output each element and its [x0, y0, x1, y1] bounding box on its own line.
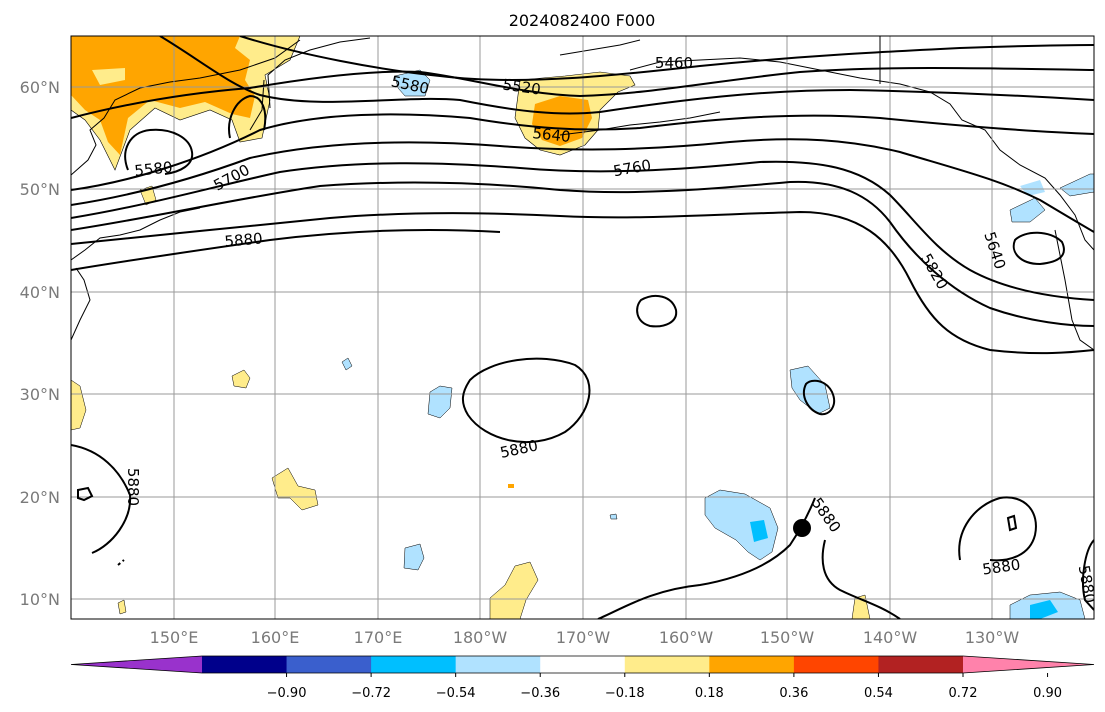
height-contours — [71, 36, 1094, 619]
contour-label: 5880 — [124, 468, 142, 506]
lat-label: 50°N — [20, 180, 60, 199]
contour-label: 5640 — [532, 124, 572, 146]
lon-label: 130°W — [965, 628, 1020, 647]
lat-label: 30°N — [20, 385, 60, 404]
colorbar-bin — [286, 656, 372, 673]
lon-label: 160°W — [659, 628, 714, 647]
colorbar-outline — [70, 655, 1095, 674]
lon-label: 150°E — [150, 628, 199, 647]
contour-label: 5580 — [134, 158, 174, 180]
map-title: 2024082400 F000 — [509, 11, 656, 30]
map-frame — [70, 35, 1095, 620]
colorbar-tick-label: 0.90 — [1033, 686, 1062, 701]
colorbar-tick-label: −0.72 — [351, 686, 391, 701]
colorbar-tick-label: −0.36 — [520, 686, 560, 701]
colorbar-extend-high — [963, 656, 1094, 673]
storm-center-marker — [793, 519, 811, 537]
colorbar-bin — [624, 656, 710, 673]
contour-label: 5460 — [655, 54, 693, 72]
lat-label: 60°N — [20, 78, 60, 97]
lon-label: 180°W — [453, 628, 508, 647]
colorbar-tick-label: −0.54 — [436, 686, 476, 701]
lon-label: 170°E — [354, 628, 403, 647]
lon-label: 140°W — [863, 628, 918, 647]
contour-label: 5880 — [981, 555, 1021, 578]
colorbar-tick-label: −0.18 — [605, 686, 645, 701]
longitude-labels: 150°E 160°E 170°E 180°W 170°W 160°W 150°… — [150, 628, 1020, 647]
coastlines — [71, 36, 1094, 351]
colorbar-bin — [878, 656, 964, 673]
lat-label: 40°N — [20, 283, 60, 302]
contour-label: 5880 — [224, 229, 264, 250]
map-area: 5460 5520 5580 5640 5580 5700 5760 5880 … — [71, 36, 1094, 619]
contour-label: 5520 — [502, 75, 542, 98]
colorbar-bin — [455, 656, 541, 673]
colorbar-bin — [371, 656, 457, 673]
colorbar-bin — [202, 656, 288, 673]
colorbar-bin — [709, 656, 795, 673]
colorbar-tick-label: 0.54 — [864, 686, 893, 701]
colorbar-bin — [793, 656, 879, 673]
lon-label: 170°W — [556, 628, 611, 647]
lat-label: 20°N — [20, 488, 60, 507]
colorbar: −0.90 −0.72 −0.54 −0.36 −0.18 0.18 0.36 0.54 0.7… — [70, 655, 1095, 701]
colorbar-tick-label: −0.90 — [267, 686, 307, 701]
colorbar-bin — [540, 656, 626, 673]
lon-label: 160°E — [251, 628, 300, 647]
colorbar-extend-low — [71, 656, 202, 673]
lat-label: 10°N — [20, 590, 60, 609]
colorbar-tick-label: 0.18 — [695, 686, 724, 701]
lon-label: 150°W — [760, 628, 815, 647]
latitude-labels: 60°N 50°N 40°N 30°N 20°N 10°N — [20, 78, 60, 609]
colorbar-tick-label: 0.72 — [949, 686, 978, 701]
colorbar-tick-label: 0.36 — [779, 686, 808, 701]
